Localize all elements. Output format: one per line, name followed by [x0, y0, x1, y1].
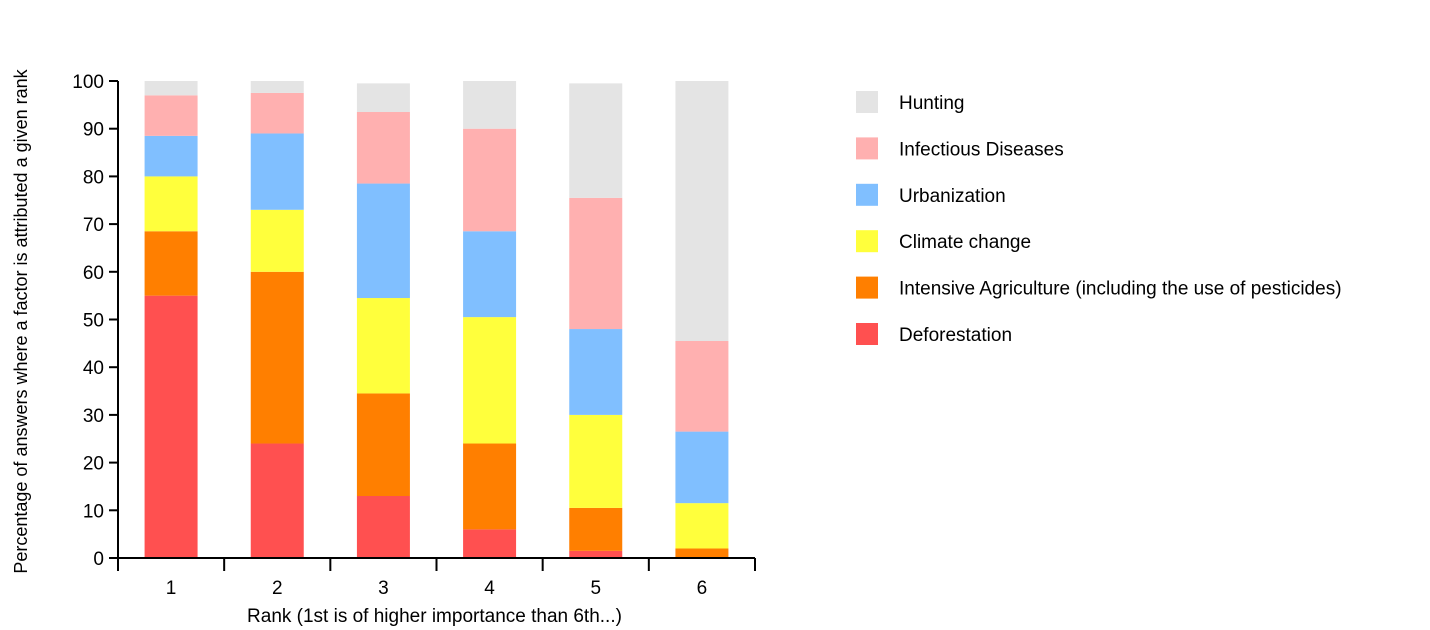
- bar-segment-4-intensive: [463, 443, 517, 530]
- bar-segment-3-infectious: [356, 112, 410, 184]
- bar-segment-2-deforestation: [250, 443, 304, 558]
- bar-segment-4-hunting: [463, 81, 517, 129]
- x-tick-label: 6: [697, 578, 708, 599]
- y-ticks: 0 10 20 30 40 50 60 70 80 90 100: [72, 72, 118, 570]
- legend-label: Infectious Diseases: [899, 139, 1064, 160]
- y-tick-label: 90: [83, 120, 104, 141]
- bar-segment-2-climate: [250, 209, 304, 272]
- bar-segment-5-infectious: [569, 197, 623, 330]
- y-tick-label: 30: [83, 406, 104, 427]
- bar-segment-2-intensive: [250, 271, 304, 444]
- y-tick-label: 100: [72, 72, 104, 93]
- bar-segment-2-hunting: [250, 81, 304, 93]
- bar-segment-1-intensive: [144, 231, 198, 296]
- legend-swatch: [856, 323, 878, 345]
- legend-swatch: [856, 137, 878, 160]
- bar-segment-6-hunting: [675, 81, 729, 341]
- y-axis-label: Percentage of answers where a factor is …: [11, 68, 31, 573]
- y-tick-label: 60: [83, 263, 104, 284]
- bar-segment-4-urbanization: [463, 231, 517, 318]
- legend-label: Hunting: [899, 93, 965, 114]
- bar-segment-5-urbanization: [569, 329, 623, 415]
- bars-layer: [144, 81, 729, 558]
- bar-segment-3-intensive: [356, 393, 410, 496]
- bar-segment-5-hunting: [569, 83, 623, 198]
- y-tick-label: 10: [83, 501, 104, 522]
- bar-segment-1-infectious: [144, 95, 198, 136]
- legend-swatch: [856, 230, 878, 253]
- axes-layer: 0 10 20 30 40 50 60 70 80 90 100 1 2 3 4 5 6: [72, 72, 756, 599]
- bar-segment-4-infectious: [463, 128, 517, 232]
- y-tick-label: 70: [83, 215, 104, 236]
- legend-swatch: [856, 183, 878, 206]
- bar-segment-1-climate: [144, 176, 198, 232]
- x-tick-label: 2: [272, 578, 283, 599]
- bar-segment-3-deforestation: [356, 495, 410, 558]
- bar-segment-3-hunting: [356, 83, 410, 112]
- y-tick-label: 50: [83, 311, 104, 332]
- bar-segment-6-climate: [675, 503, 729, 549]
- legend-label: Intensive Agriculture (including the use…: [899, 279, 1342, 300]
- x-axis-label: Rank (1st is of higher importance than 6…: [247, 606, 622, 627]
- bar-segment-1-deforestation: [144, 295, 198, 558]
- x-tick-label: 3: [378, 578, 389, 599]
- bar-segment-1-urbanization: [144, 135, 198, 177]
- bar-segment-5-intensive: [569, 507, 623, 551]
- y-tick-label: 0: [93, 549, 104, 570]
- legend: Hunting Infectious Diseases Urbanization Cl…: [856, 91, 1342, 346]
- bar-segment-1-hunting: [144, 81, 198, 96]
- legend-label: Climate change: [899, 232, 1031, 253]
- y-tick-label: 20: [83, 454, 104, 475]
- legend-label: Urbanization: [899, 186, 1006, 207]
- x-tick-label: 5: [590, 578, 601, 599]
- legend-swatch: [856, 276, 878, 299]
- bar-segment-5-deforestation: [569, 550, 623, 558]
- x-tick-label: 4: [484, 578, 495, 599]
- x-tick-label: 1: [166, 578, 177, 599]
- bar-segment-4-deforestation: [463, 529, 517, 558]
- bar-segment-6-urbanization: [675, 431, 729, 504]
- bar-segment-3-urbanization: [356, 183, 410, 299]
- bar-segment-2-urbanization: [250, 133, 304, 210]
- bar-segment-3-climate: [356, 298, 410, 394]
- y-tick-label: 80: [83, 167, 104, 188]
- legend-label: Deforestation: [899, 325, 1012, 346]
- bar-segment-6-infectious: [675, 340, 729, 432]
- bar-segment-4-climate: [463, 317, 517, 444]
- y-tick-label: 40: [83, 358, 104, 379]
- bar-segment-5-climate: [569, 414, 623, 508]
- x-ticks: 1 2 3 4 5 6: [117, 558, 756, 599]
- bar-segment-6-intensive: [675, 548, 729, 558]
- bar-segment-2-infectious: [250, 92, 304, 134]
- legend-swatch: [856, 91, 878, 113]
